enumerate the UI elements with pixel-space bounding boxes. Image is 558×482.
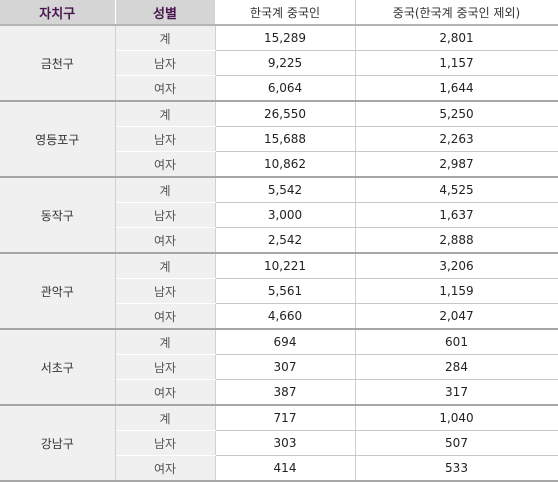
- chinese-excl-cell: 1,157: [355, 50, 558, 76]
- gender-cell: 여자: [115, 303, 216, 330]
- header-region: 자치구: [0, 0, 116, 26]
- gender-cell: 계: [115, 177, 216, 203]
- korean-chinese-cell: 694: [215, 329, 356, 355]
- korean-chinese-cell: 303: [215, 430, 356, 456]
- header-korean-chinese: 한국계 중국인: [215, 0, 356, 26]
- table-row: 여자 10,862 2,987: [0, 151, 558, 178]
- gender-cell: 여자: [115, 227, 216, 254]
- chinese-excl-cell: 2,888: [355, 227, 558, 254]
- table-row: 남자 15,688 2,263: [0, 126, 558, 152]
- chinese-excl-cell: 317: [355, 379, 558, 406]
- chinese-excl-cell: 1,637: [355, 202, 558, 228]
- table-row: 여자 4,660 2,047: [0, 303, 558, 330]
- chinese-excl-cell: 2,987: [355, 151, 558, 178]
- table-row: 여자 387 317: [0, 379, 558, 406]
- korean-chinese-cell: 2,542: [215, 227, 356, 254]
- region-cell: 서초구: [0, 329, 116, 406]
- gender-cell: 남자: [115, 50, 216, 76]
- chinese-excl-cell: 5,250: [355, 101, 558, 127]
- region-cell: 관악구: [0, 253, 116, 330]
- gender-cell: 여자: [115, 75, 216, 102]
- table-row: 여자 6,064 1,644: [0, 75, 558, 102]
- chinese-excl-cell: 1,159: [355, 278, 558, 304]
- region-cell: 강남구: [0, 405, 116, 482]
- korean-chinese-cell: 717: [215, 405, 356, 431]
- korean-chinese-cell: 10,221: [215, 253, 356, 279]
- gender-cell: 계: [115, 101, 216, 127]
- chinese-excl-cell: 507: [355, 430, 558, 456]
- korean-chinese-cell: 9,225: [215, 50, 356, 76]
- chinese-excl-cell: 4,525: [355, 177, 558, 203]
- korean-chinese-cell: 387: [215, 379, 356, 406]
- header-chinese-excl: 중국(한국계 중국인 제외): [355, 0, 558, 26]
- gender-cell: 남자: [115, 278, 216, 304]
- gender-cell: 여자: [115, 455, 216, 482]
- region-cell: 영등포구: [0, 101, 116, 178]
- table-row: 남자 9,225 1,157: [0, 50, 558, 76]
- chinese-excl-cell: 1,644: [355, 75, 558, 102]
- korean-chinese-cell: 5,542: [215, 177, 356, 203]
- gender-cell: 계: [115, 253, 216, 279]
- table-row: 남자 3,000 1,637: [0, 202, 558, 228]
- chinese-excl-cell: 533: [355, 455, 558, 482]
- header-gender: 성별: [115, 0, 216, 26]
- gender-cell: 남자: [115, 126, 216, 152]
- korean-chinese-cell: 15,688: [215, 126, 356, 152]
- gender-cell: 계: [115, 405, 216, 431]
- table-row: 금천구 계 15,289 2,801: [0, 25, 558, 102]
- table-row: 동작구 계 5,542 4,525: [0, 177, 558, 254]
- gender-cell: 남자: [115, 202, 216, 228]
- table-row: 관악구 계 10,221 3,206: [0, 253, 558, 330]
- korean-chinese-cell: 4,660: [215, 303, 356, 330]
- table-row: 남자 307 284: [0, 354, 558, 380]
- chinese-excl-cell: 1,040: [355, 405, 558, 431]
- gender-cell: 여자: [115, 379, 216, 406]
- korean-chinese-cell: 5,561: [215, 278, 356, 304]
- table-row: 남자 5,561 1,159: [0, 278, 558, 304]
- table-row: 남자 303 507: [0, 430, 558, 456]
- chinese-excl-cell: 3,206: [355, 253, 558, 279]
- gender-cell: 계: [115, 25, 216, 51]
- korean-chinese-cell: 15,289: [215, 25, 356, 51]
- header-row: 자치구 성별 한국계 중국인 중국(한국계 중국인 제외): [0, 0, 558, 26]
- korean-chinese-cell: 307: [215, 354, 356, 380]
- korean-chinese-cell: 414: [215, 455, 356, 482]
- table-row: 강남구 계 717 1,040: [0, 405, 558, 482]
- chinese-excl-cell: 2,263: [355, 126, 558, 152]
- table-body: 금천구 계 15,289 2,801 남자 9,225 1,157 여자 6,064 1,644 영…: [0, 25, 558, 482]
- table-row: 영등포구 계 26,550 5,250: [0, 101, 558, 178]
- table-row: 서초구 계 694 601: [0, 329, 558, 406]
- korean-chinese-cell: 26,550: [215, 101, 356, 127]
- chinese-excl-cell: 2,801: [355, 25, 558, 51]
- chinese-excl-cell: 2,047: [355, 303, 558, 330]
- gender-cell: 여자: [115, 151, 216, 178]
- gender-cell: 계: [115, 329, 216, 355]
- gender-cell: 남자: [115, 430, 216, 456]
- table-row: 여자 2,542 2,888: [0, 227, 558, 254]
- gender-cell: 남자: [115, 354, 216, 380]
- korean-chinese-cell: 10,862: [215, 151, 356, 178]
- korean-chinese-cell: 6,064: [215, 75, 356, 102]
- chinese-excl-cell: 601: [355, 329, 558, 355]
- chinese-excl-cell: 284: [355, 354, 558, 380]
- korean-chinese-cell: 3,000: [215, 202, 356, 228]
- region-cell: 금천구: [0, 25, 116, 102]
- region-cell: 동작구: [0, 177, 116, 254]
